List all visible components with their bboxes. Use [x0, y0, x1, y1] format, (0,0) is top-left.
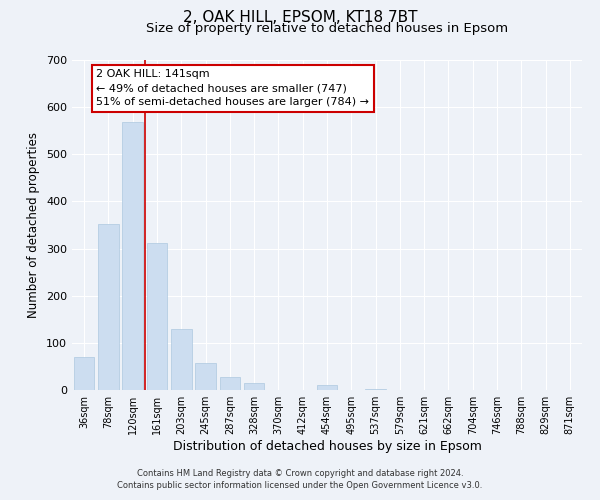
Bar — [244, 384, 265, 390]
Bar — [365, 388, 386, 390]
Bar — [195, 362, 216, 390]
Bar — [74, 357, 94, 390]
Bar — [220, 378, 240, 390]
Text: 2, OAK HILL, EPSOM, KT18 7BT: 2, OAK HILL, EPSOM, KT18 7BT — [183, 10, 417, 25]
Bar — [122, 122, 143, 390]
Y-axis label: Number of detached properties: Number of detached properties — [28, 132, 40, 318]
Bar — [317, 386, 337, 390]
Title: Size of property relative to detached houses in Epsom: Size of property relative to detached ho… — [146, 22, 508, 35]
X-axis label: Distribution of detached houses by size in Epsom: Distribution of detached houses by size … — [173, 440, 481, 453]
Text: Contains HM Land Registry data © Crown copyright and database right 2024.
Contai: Contains HM Land Registry data © Crown c… — [118, 468, 482, 490]
Bar — [98, 224, 119, 390]
Text: 2 OAK HILL: 141sqm
← 49% of detached houses are smaller (747)
51% of semi-detach: 2 OAK HILL: 141sqm ← 49% of detached hou… — [96, 70, 369, 108]
Bar — [146, 243, 167, 390]
Bar — [171, 328, 191, 390]
